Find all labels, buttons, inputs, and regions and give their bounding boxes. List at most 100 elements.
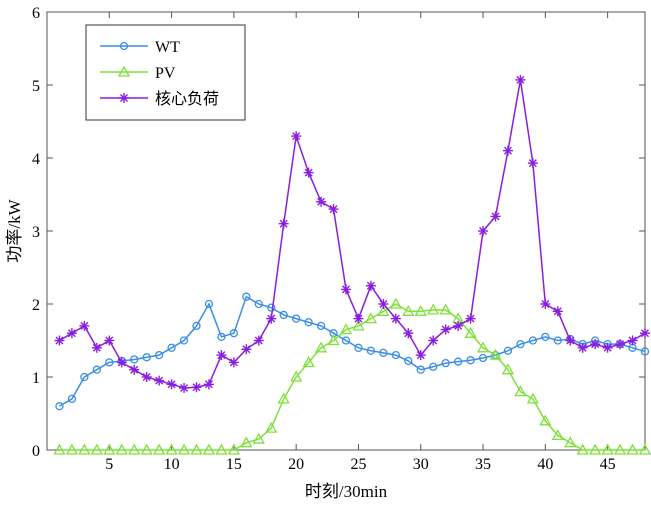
triangle-marker: [165, 443, 178, 455]
circle-marker: [55, 402, 64, 411]
star-marker: [203, 379, 214, 390]
star-marker: [415, 350, 426, 361]
circle-marker: [341, 336, 351, 345]
circle-marker: [217, 332, 226, 342]
star-marker: [627, 335, 638, 346]
triangle-marker: [90, 443, 103, 455]
triangle-marker: [377, 304, 390, 316]
triangle-marker: [427, 303, 440, 315]
circle-marker: [229, 329, 239, 338]
circle-marker: [391, 350, 400, 360]
y-tick-label: 0: [32, 443, 40, 460]
triangle-marker: [539, 414, 552, 426]
circle-marker: [204, 299, 214, 309]
triangle-marker: [115, 443, 128, 455]
legend-label: PV: [155, 65, 176, 82]
triangle-marker: [638, 443, 651, 455]
triangle-marker: [277, 392, 290, 404]
star-marker: [453, 320, 464, 331]
triangle-marker: [501, 363, 515, 375]
x-tick-label: 45: [600, 456, 616, 473]
star-marker: [154, 375, 165, 386]
x-axis-label: 时刻/30min: [305, 482, 388, 501]
triangle-marker: [576, 443, 589, 455]
star-marker: [191, 382, 202, 393]
x-tick-label: 15: [226, 456, 242, 473]
star-marker: [465, 313, 476, 324]
star-marker: [378, 299, 389, 309]
triangle-marker: [240, 436, 253, 448]
x-tick-label: 30: [413, 456, 429, 473]
star-marker: [179, 382, 190, 393]
star-marker: [590, 339, 601, 350]
triangle-marker: [526, 392, 539, 404]
y-tick-label: 5: [32, 78, 40, 95]
x-tick-label: 10: [164, 456, 180, 473]
star-marker: [353, 313, 364, 324]
legend-label: WT: [155, 39, 180, 56]
circle-marker: [119, 41, 129, 51]
circle-marker: [453, 357, 463, 366]
triangle-marker: [601, 443, 614, 455]
triangle-marker: [339, 323, 353, 335]
circle-marker: [92, 365, 101, 374]
triangle-marker: [402, 304, 415, 316]
star-marker: [341, 284, 351, 295]
triangle-marker: [389, 297, 402, 309]
legend-entry: PV: [100, 65, 176, 82]
triangle-marker: [177, 443, 191, 455]
circle-marker: [67, 394, 77, 404]
triangle-marker: [252, 432, 265, 444]
triangle-marker: [302, 356, 315, 368]
series-line: [59, 295, 646, 407]
star-marker: [116, 357, 127, 368]
star-marker: [640, 328, 650, 339]
circle-marker: [154, 350, 164, 360]
star-marker: [91, 342, 102, 353]
series-2: [53, 297, 651, 455]
y-tick-label: 2: [32, 297, 40, 314]
y-axis-label: 功率/kW: [5, 198, 24, 262]
star-marker: [440, 324, 451, 335]
triangle-marker: [564, 436, 577, 448]
star-marker: [253, 335, 264, 346]
triangle-marker: [290, 370, 303, 382]
triangle-marker: [364, 312, 378, 324]
circle-marker: [354, 343, 363, 352]
star-marker: [527, 158, 538, 169]
circle-marker: [553, 336, 562, 345]
triangle-marker: [439, 303, 452, 315]
star-marker: [552, 306, 563, 317]
star-marker: [228, 357, 239, 368]
triangle-marker: [65, 443, 79, 455]
circle-marker: [105, 358, 114, 367]
triangle-marker: [551, 429, 564, 441]
triangle-marker: [117, 65, 131, 77]
circle-marker: [416, 365, 425, 374]
star-marker: [303, 167, 314, 178]
star-marker: [428, 335, 439, 346]
x-tick-label: 5: [105, 456, 113, 473]
circle-marker: [366, 346, 376, 355]
circle-marker: [254, 299, 263, 309]
triangle-marker: [140, 443, 153, 455]
circle-marker: [503, 346, 513, 355]
legend-label: 核心负荷: [155, 90, 219, 108]
star-marker: [291, 131, 302, 142]
circle-marker: [516, 339, 525, 349]
star-marker: [502, 145, 513, 156]
triangle-marker: [314, 341, 328, 353]
circle-marker: [142, 353, 151, 362]
circle-marker: [429, 362, 438, 371]
circle-marker: [130, 355, 139, 364]
circle-marker: [267, 303, 276, 312]
triangle-marker: [265, 421, 278, 433]
star-marker: [316, 196, 327, 207]
triangle-marker: [464, 326, 477, 338]
star-marker: [129, 364, 140, 375]
star-marker: [241, 344, 252, 355]
star-marker: [166, 379, 177, 390]
triangle-marker: [215, 443, 228, 455]
triangle-marker: [53, 443, 66, 455]
